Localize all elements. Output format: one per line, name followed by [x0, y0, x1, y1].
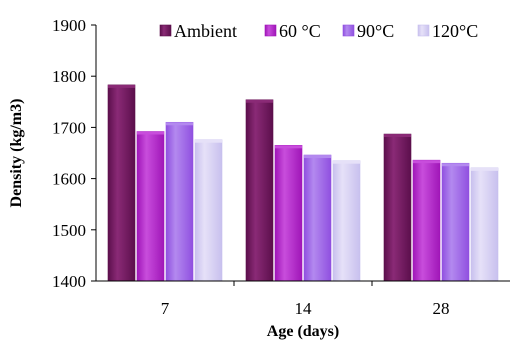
y-axis-title: Density (kg/m3): [8, 99, 25, 208]
legend-label: 120°C: [432, 21, 478, 41]
bar-60c-7: [136, 131, 165, 282]
legend-label: 60 °C: [279, 21, 321, 41]
bar-ambient-7: [107, 84, 136, 282]
y-tick-label: 1700: [52, 118, 86, 137]
bar-cap: [137, 131, 164, 135]
bar-cap: [195, 139, 222, 143]
y-tick-label: 1600: [52, 170, 86, 189]
bar-120c-28: [470, 167, 499, 282]
axes-layer: [95, 25, 510, 282]
bars-layer: [107, 84, 499, 282]
x-tick-label: 28: [433, 299, 450, 318]
bar-120c-14: [332, 160, 361, 282]
bar-ambient-14: [245, 99, 274, 282]
bar-cap: [108, 84, 135, 88]
legend-label: 90°C: [357, 21, 394, 41]
y-tick-label: 1900: [52, 16, 86, 35]
x-ticks: 7 14 28: [161, 281, 450, 318]
bar-cap: [166, 122, 193, 126]
bar-ambient-28: [383, 133, 412, 282]
bar-90c-7: [165, 121, 194, 282]
y-tick-label: 1500: [52, 221, 86, 240]
bar-cap: [442, 163, 469, 167]
legend-swatch: [159, 24, 172, 37]
bar-cap: [413, 160, 440, 164]
bar-cap: [384, 134, 411, 138]
legend-swatch: [264, 24, 277, 37]
bar-cap: [304, 155, 331, 159]
y-tick-label: 1400: [52, 272, 86, 291]
x-tick-label: 7: [161, 299, 170, 318]
bar-cap: [275, 145, 302, 149]
bar-cap: [333, 160, 360, 164]
y-ticks: 1400 1500 1600 1700 1800 1900: [52, 16, 96, 291]
y-tick-label: 1800: [52, 67, 86, 86]
bar-90c-28: [441, 162, 470, 282]
x-tick-label: 14: [295, 299, 313, 318]
legend: Ambient 60 °C 90°C 120°C: [159, 21, 478, 41]
bar-90c-14: [303, 154, 332, 282]
legend-label: Ambient: [174, 21, 237, 41]
legend-swatch: [417, 24, 430, 37]
bar-cap: [246, 99, 273, 103]
bar-cap: [471, 167, 498, 171]
legend-swatch: [342, 24, 355, 37]
bar-60c-14: [274, 145, 303, 282]
bar-120c-7: [194, 139, 223, 282]
x-axis-title: Age (days): [267, 323, 339, 340]
bar-60c-28: [412, 159, 441, 282]
